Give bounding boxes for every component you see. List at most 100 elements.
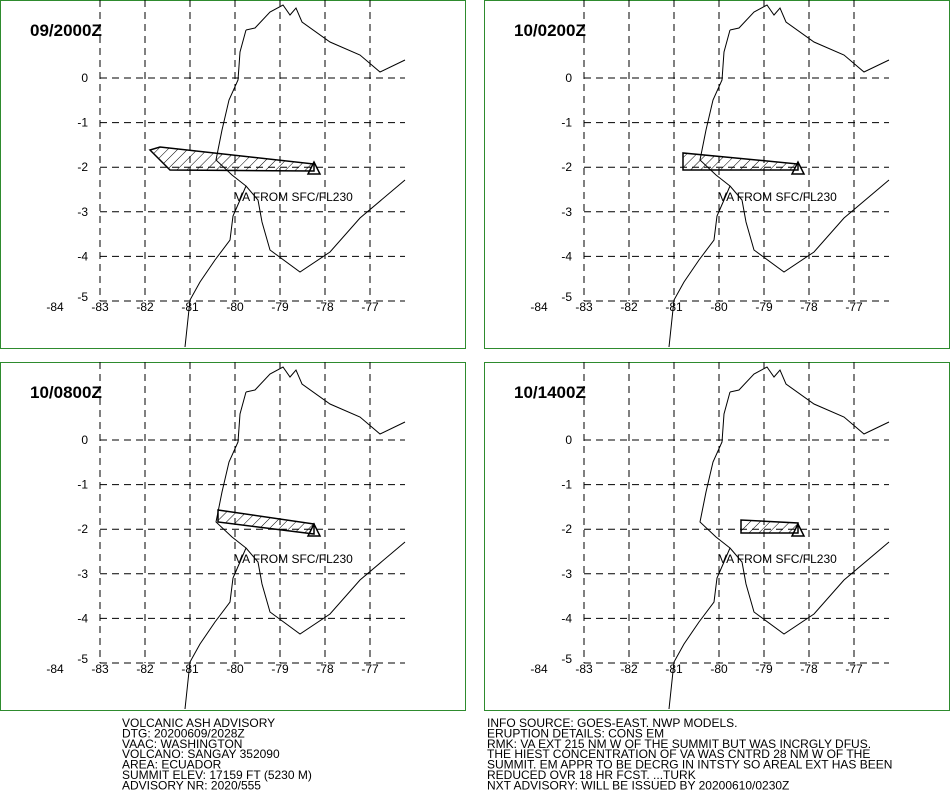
map-panel: -84 -83 -82 -81 -80 -79 -78 -77 0 -1 -2 -3 -4 -5 09/20… <box>0 0 466 349</box>
panel-time: 10/0200Z <box>514 21 586 40</box>
lat-label: -5 <box>561 652 572 666</box>
map-panel: -84 -83 -82 -81 -80 -79 -78 -77 0 -1 -2 -3 -4 -5 10/08… <box>0 362 466 711</box>
lon-label: -77 <box>845 662 863 676</box>
lat-label: -4 <box>561 249 572 263</box>
lon-label: -80 <box>710 662 728 676</box>
border <box>245 179 406 273</box>
lon-label: -83 <box>91 662 109 676</box>
panel-time: 10/1400Z <box>514 383 586 402</box>
lat-label: -5 <box>77 290 88 304</box>
lon-label: -79 <box>755 662 773 676</box>
lon-label: -78 <box>316 300 334 314</box>
lon-label: -77 <box>361 662 379 676</box>
border <box>245 541 406 635</box>
advisory-line: RMK: VA EXT 215 NM W OF THE SUMMIT BUT W… <box>487 737 871 751</box>
advisory-line: DTG: 20200609/2028Z <box>122 726 245 740</box>
map-panel: -84 -83 -82 -81 -80 -79 -78 -77 0 -1 -2 -3 -4 -5 10/02… <box>484 0 950 349</box>
advisory-line: AREA: ECUADOR <box>122 758 222 772</box>
ash-label: VA FROM SFC/FL230 <box>719 552 837 566</box>
lon-label: -83 <box>575 662 593 676</box>
volcano <box>306 522 322 537</box>
lon-label: -81 <box>181 662 199 676</box>
lon-label: -79 <box>271 662 289 676</box>
ash-label: VA FROM SFC/FL230 <box>235 190 353 204</box>
panel-frame <box>484 362 950 711</box>
lon-label: -77 <box>361 300 379 314</box>
lat-label: -3 <box>561 567 572 581</box>
lat-label: -2 <box>561 522 572 536</box>
lon-label: -77 <box>845 300 863 314</box>
advisory-line: VAAC: WASHINGTON <box>122 737 242 751</box>
border <box>729 541 890 635</box>
volcano <box>790 522 806 537</box>
lat-label: 0 <box>565 71 572 85</box>
lat-label: -2 <box>77 160 88 174</box>
border <box>729 366 890 435</box>
lat-label: -5 <box>77 652 88 666</box>
lon-label: -80 <box>710 300 728 314</box>
lat-label: -4 <box>561 611 572 625</box>
lon-label: -82 <box>136 662 154 676</box>
lon-label: -83 <box>91 300 109 314</box>
ash-area <box>682 152 799 171</box>
advisory-line: INFO SOURCE: GOES-EAST. NWP MODELS. <box>487 716 737 730</box>
lat-label: -3 <box>561 205 572 219</box>
ash-label: VA FROM SFC/FL230 <box>719 190 837 204</box>
advisory-line: VOLCANO: SANGAY 352090 <box>122 747 280 761</box>
border <box>729 4 890 73</box>
lat-label: -4 <box>77 249 88 263</box>
lon-label: -83 <box>575 300 593 314</box>
lon-label: -79 <box>271 300 289 314</box>
lon-label: -81 <box>665 300 683 314</box>
lat-label: -3 <box>77 205 88 219</box>
advisory-line: ADVISORY NR: 2020/555 <box>122 778 261 792</box>
advisory-line: SUMMIT ELEV: 17159 FT (5230 M) <box>122 768 312 782</box>
lat-label: 0 <box>81 433 88 447</box>
border <box>245 366 406 435</box>
panel-frame <box>0 0 466 349</box>
lon-label: -84 <box>530 300 548 314</box>
lat-label: -1 <box>77 478 88 492</box>
panel-frame <box>0 362 466 711</box>
advisory-line: SUMMIT. EM APPR TO BE DECRG IN INTSTY SO… <box>487 758 892 772</box>
lat-label: 0 <box>565 433 572 447</box>
lat-label: -1 <box>77 116 88 130</box>
ash-area <box>217 509 315 535</box>
lon-label: -78 <box>800 300 818 314</box>
lon-label: -81 <box>665 662 683 676</box>
lon-label: -82 <box>620 662 638 676</box>
advisory-line: THE HIEST CONCENTRATION OF VA WAS CNTRD … <box>487 747 870 761</box>
lon-label: -82 <box>620 300 638 314</box>
lat-label: -2 <box>77 522 88 536</box>
lon-label: -79 <box>755 300 773 314</box>
lat-label: 0 <box>81 71 88 85</box>
lon-label: -80 <box>226 300 244 314</box>
advisory-line: ERUPTION DETAILS: CONS EM <box>487 726 664 740</box>
lat-label: -5 <box>561 290 572 304</box>
advisory-line: VOLCANIC ASH ADVISORY <box>122 716 275 730</box>
lon-label: -84 <box>530 662 548 676</box>
lat-label: -3 <box>77 567 88 581</box>
lon-label: -84 <box>46 300 64 314</box>
ash-area <box>740 519 799 534</box>
lat-label: -2 <box>561 160 572 174</box>
advisory-line: REDUCED OVR 18 HR FCST. ...TURK <box>487 768 696 782</box>
border <box>245 4 406 73</box>
panel-time: 10/0800Z <box>30 383 102 402</box>
lon-label: -80 <box>226 662 244 676</box>
advisory-line: NXT ADVISORY: WILL BE ISSUED BY 20200610… <box>487 778 789 792</box>
lon-label: -84 <box>46 662 64 676</box>
lat-label: -1 <box>561 116 572 130</box>
lat-label: -4 <box>77 611 88 625</box>
volcano <box>790 160 806 175</box>
panel-time: 09/2000Z <box>30 21 102 40</box>
lon-label: -78 <box>316 662 334 676</box>
lat-label: -1 <box>561 478 572 492</box>
lon-label: -82 <box>136 300 154 314</box>
border <box>729 179 890 273</box>
lon-label: -81 <box>181 300 199 314</box>
map-panel: -84 -83 -82 -81 -80 -79 -78 -77 0 -1 -2 -3 -4 -5 10/14… <box>484 362 950 711</box>
ash-label: VA FROM SFC/FL230 <box>235 552 353 566</box>
